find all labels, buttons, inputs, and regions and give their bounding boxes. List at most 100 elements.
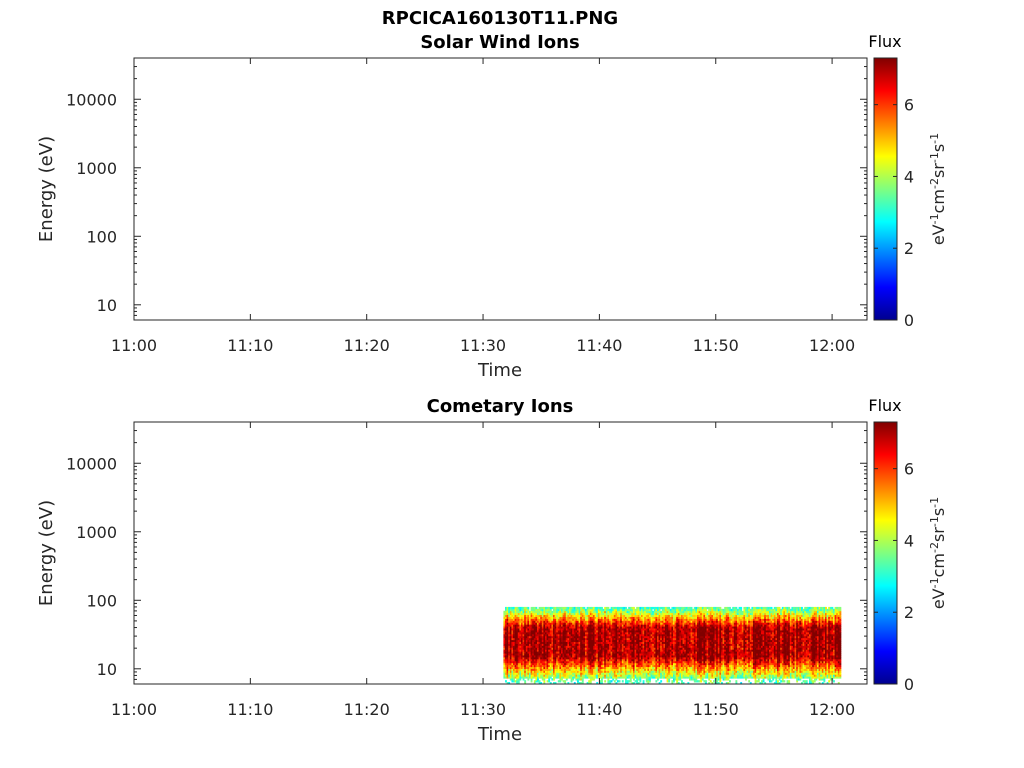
heatmap-cell [660,668,663,671]
heatmap-cell [701,662,704,666]
heatmap-cell [609,620,611,623]
heatmap-cell [551,633,554,637]
heatmap-cell [506,622,509,625]
heatmap-cell [668,639,671,643]
heatmap-cell [564,647,567,650]
heatmap-cell [689,662,691,666]
heatmap-cell [679,657,682,660]
heatmap-cell [549,622,552,625]
heatmap-cell [521,628,523,631]
heatmap-cell [652,666,655,669]
heatmap-cell [565,606,568,610]
heatmap-cell [689,631,691,635]
heatmap-cell [693,680,696,683]
heatmap-cell [570,610,573,614]
heatmap-cell [604,635,607,639]
heatmap-cell [693,635,696,639]
heatmap-cell [591,643,594,646]
heatmap-cell [596,637,599,641]
heatmap-cell [674,666,677,669]
heatmap-cell [596,620,599,623]
heatmap-cell [613,641,616,644]
heatmap-cell [525,641,528,644]
heatmap-cell [546,649,549,652]
heatmap-cell [607,645,610,648]
heatmap-cell [629,618,632,621]
heatmap-cell [529,655,531,658]
heatmap-cell [665,633,667,637]
heatmap-cell [645,676,648,679]
heatmap-cell [548,678,551,681]
heatmap-cell [701,628,704,631]
heatmap-cell [657,645,659,648]
heatmap-cell [509,649,512,652]
heatmap-cell [508,641,511,644]
heatmap-cell [610,662,613,666]
heatmap-cell [628,630,631,633]
heatmap-cell [639,670,642,673]
heatmap-cell [634,666,637,669]
heatmap-cell [626,662,629,666]
heatmap-cell [559,655,562,658]
heatmap-cell [641,610,643,614]
heatmap-cell [621,616,624,619]
heatmap-cell [549,626,552,629]
heatmap-cell [689,622,691,625]
heatmap-cell [685,653,688,656]
heatmap-cell [537,643,539,646]
heatmap-cell [671,660,674,664]
heatmap-cell [565,676,568,679]
heatmap-cell [509,664,512,668]
heatmap-cell [692,618,695,621]
heatmap-cell [557,668,560,671]
heatmap-cell [529,630,531,633]
heatmap-cell [535,649,538,652]
heatmap-cell [609,631,611,635]
heatmap-cell [626,649,629,652]
heatmap-cell [676,635,679,639]
heatmap-cell [601,641,603,644]
heatmap-cell [509,620,512,623]
heatmap-cell [583,616,586,619]
heatmap-cell [538,622,541,625]
heatmap-cell [605,641,608,644]
heatmap-cell [703,655,706,658]
heatmap-cell [610,624,613,627]
heatmap-cell [564,618,567,621]
heatmap-cell [562,614,565,617]
heatmap-cell [609,653,611,656]
heatmap-cell [524,649,527,652]
heatmap-cell [516,647,519,650]
heatmap-cell [633,635,635,639]
heatmap-cell [561,628,563,631]
heatmap-cell [545,618,547,621]
heatmap-cell [645,631,648,635]
heatmap-cell [572,633,575,637]
heatmap-cell [692,639,695,643]
y-axis-label: Energy (eV) [36,136,57,242]
heatmap-cell [693,660,696,664]
heatmap-cell [605,653,608,656]
heatmap-cell [599,643,602,646]
heatmap-cell [625,610,627,614]
heatmap-cell [693,676,696,679]
heatmap-cell [546,639,549,643]
heatmap-cell [530,670,533,673]
heatmap-cell [681,633,683,637]
heatmap-cell [690,645,693,648]
heatmap-cell [549,653,552,656]
heatmap-cell [645,658,648,662]
heatmap-cell [535,606,538,610]
heatmap-cell [567,628,570,631]
heatmap-cell [557,608,560,612]
heatmap-cell [626,655,629,658]
heatmap-cell [508,668,511,671]
heatmap-cell [631,676,634,679]
heatmap-cell [508,674,511,677]
heatmap-cell [548,668,551,671]
heatmap-cell [517,612,520,616]
heatmap-cell [684,628,687,631]
heatmap-cell [629,662,632,666]
heatmap-cell [637,653,640,656]
heatmap-cell [546,645,549,648]
